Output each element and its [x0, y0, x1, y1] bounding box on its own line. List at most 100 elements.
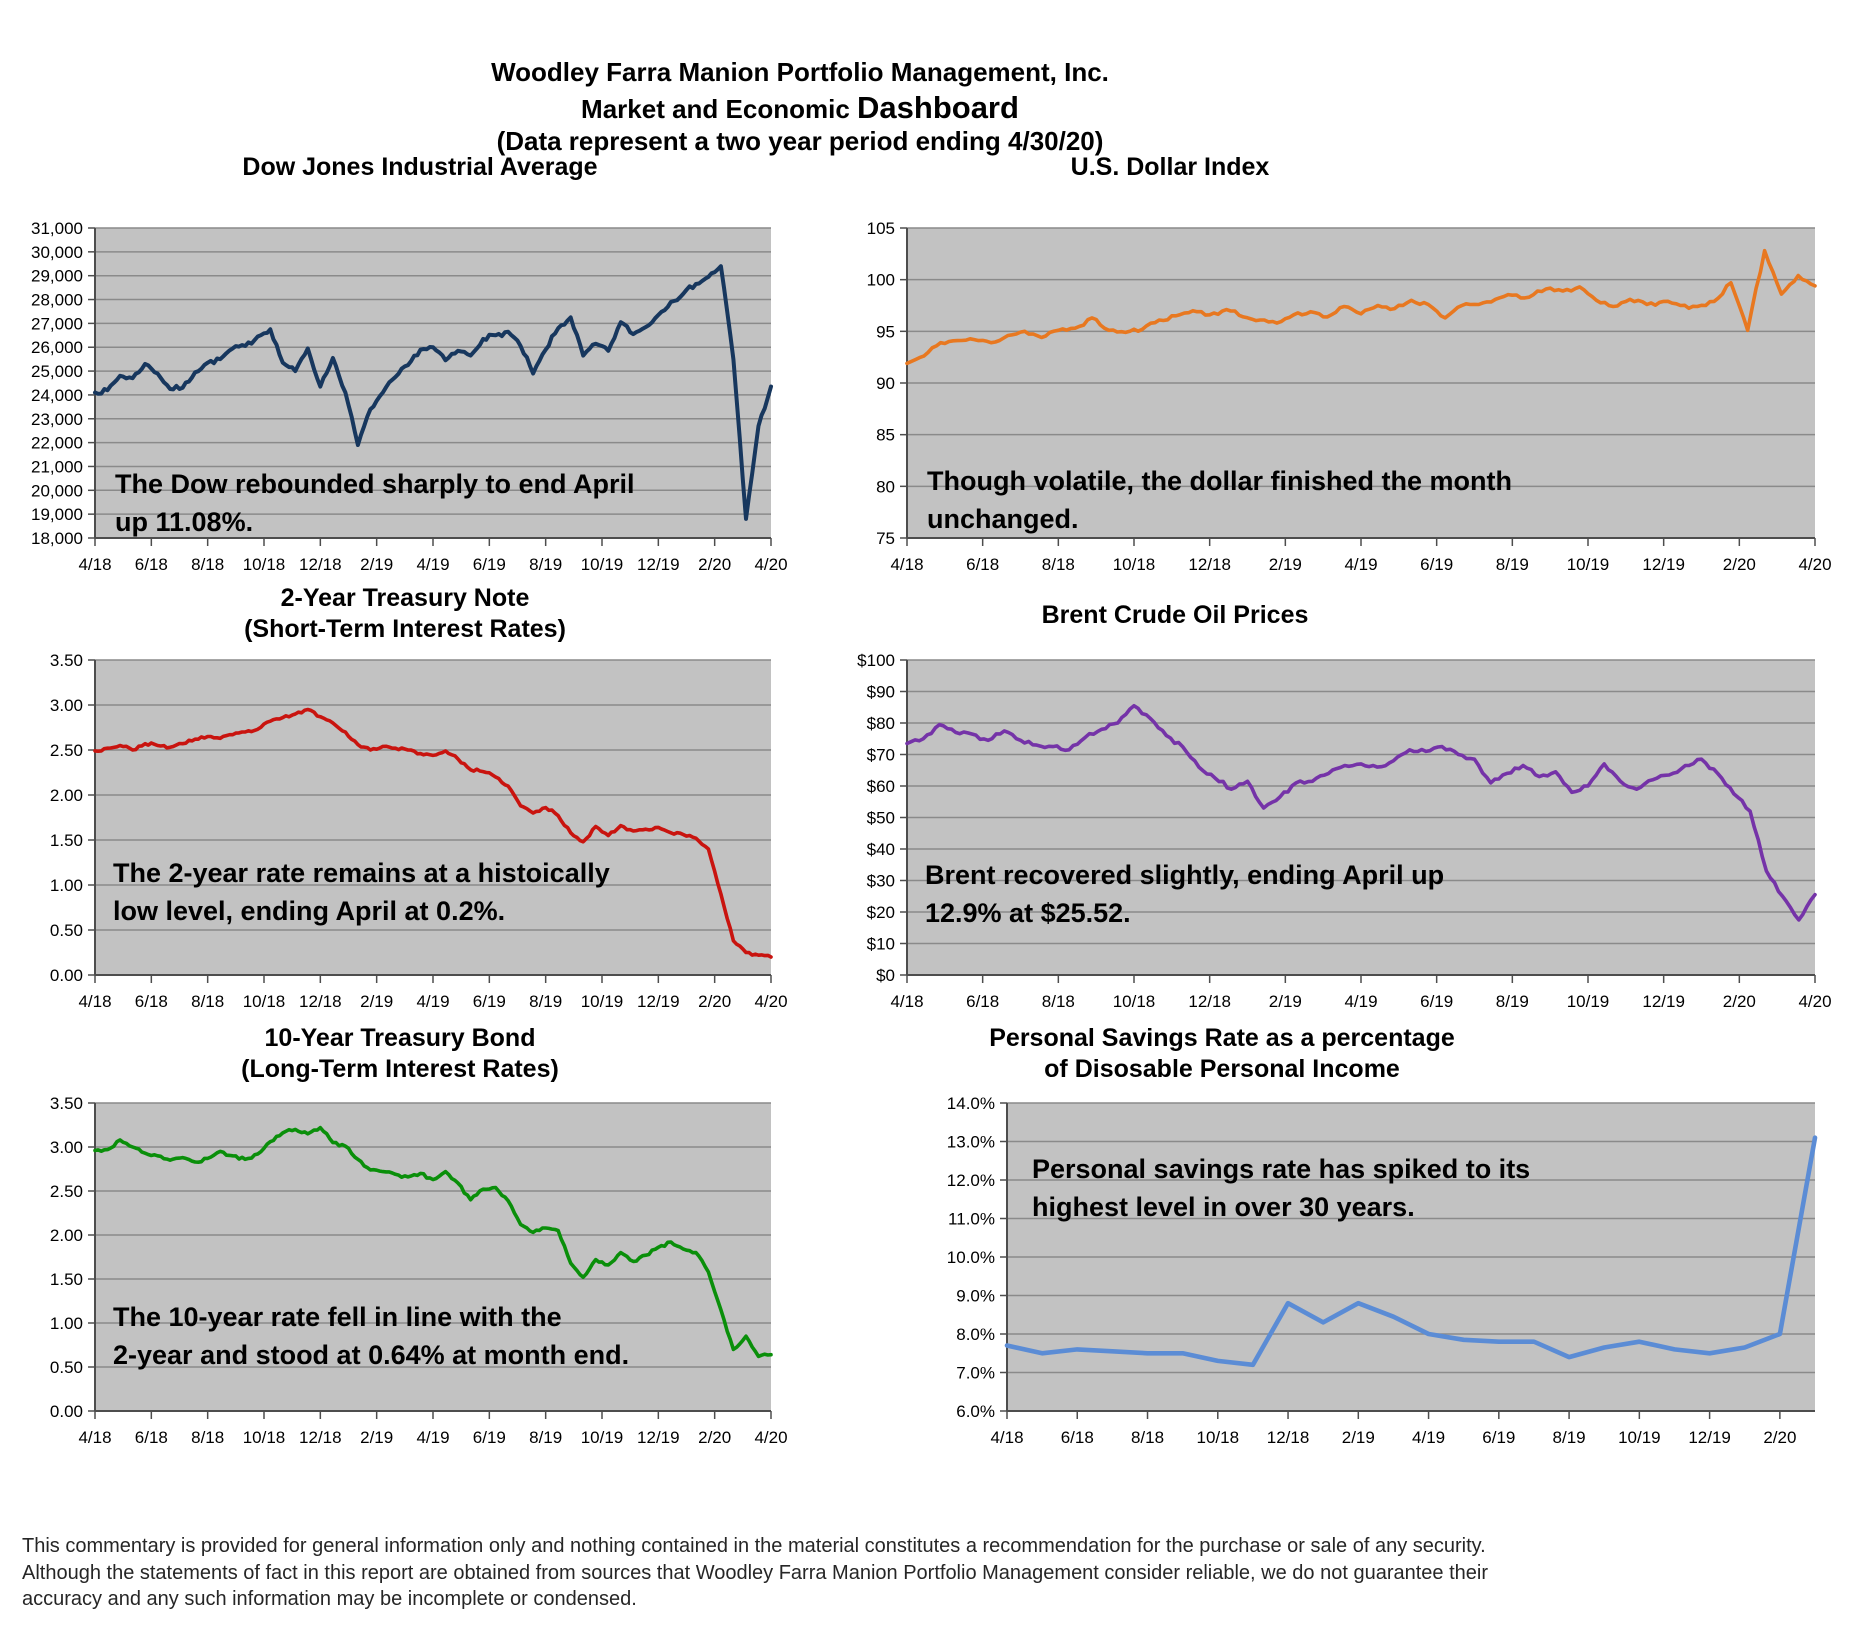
x-axis-label: 4/20 [1798, 992, 1831, 1011]
treasury2-plot: 3.50 3.00 2.50 2.00 1.50 1.00 0.50 0.00 4/18 6/18… [50, 651, 788, 1011]
y-axis-label: 0.00 [50, 966, 83, 985]
x-axis-label: 12/18 [299, 1428, 342, 1447]
brent-chart-title: Brent Crude Oil Prices [1042, 600, 1309, 631]
y-axis-label: 3.00 [50, 1138, 83, 1157]
x-axis-label: 8/19 [1496, 555, 1529, 574]
x-axis-label: 6/18 [135, 1428, 168, 1447]
x-axis-label: 12/19 [1642, 555, 1685, 574]
treasury10-annotation: The 10-year rate fell in line with the 2-… [113, 1298, 629, 1374]
annotation-line: The 2-year rate remains at a histoically [113, 858, 610, 888]
x-axis-label: 4/20 [754, 992, 787, 1011]
page-subtitle-emphasis: Dashboard [857, 90, 1019, 125]
x-axis-label: 4/19 [1412, 1428, 1445, 1447]
disclaimer-line: Although the statements of fact in this … [22, 1561, 1488, 1584]
y-axis-label: 1.50 [50, 831, 83, 850]
x-axis-label: 4/19 [1344, 555, 1377, 574]
y-axis-label: 80 [876, 477, 895, 496]
y-axis-label: $40 [867, 840, 895, 859]
annotation-line: Personal savings rate has spiked to its [1032, 1154, 1531, 1184]
y-axis-label: 2.50 [50, 1182, 83, 1201]
x-axis-label: 6/19 [1482, 1428, 1515, 1447]
x-axis-label: 2/19 [360, 1428, 393, 1447]
x-axis-label: 12/18 [299, 555, 342, 574]
x-axis-label: 8/18 [1042, 992, 1075, 1011]
x-axis-label: 4/18 [890, 992, 923, 1011]
x-axis-label: 2/19 [360, 992, 393, 1011]
y-axis-label: 3.00 [50, 696, 83, 715]
plot-background [95, 1103, 771, 1411]
x-axis-label: 12/18 [1188, 992, 1231, 1011]
y-axis-label: 28,000 [31, 291, 83, 310]
annotation-line: low level, ending April at 0.2%. [113, 896, 506, 926]
x-axis-label: 2/19 [1342, 1428, 1375, 1447]
y-axis-label: 3.50 [50, 1094, 83, 1113]
plot-background [95, 228, 771, 538]
y-axis-label: 0.50 [50, 921, 83, 940]
x-axis-label: 10/18 [243, 992, 286, 1011]
y-axis-label: 6.0% [956, 1402, 995, 1421]
y-axis-label: 90 [876, 374, 895, 393]
x-axis-label: 4/18 [78, 992, 111, 1011]
y-axis-label: 27,000 [31, 314, 83, 333]
x-axis-label: 8/19 [529, 992, 562, 1011]
x-axis-label: 12/19 [637, 992, 680, 1011]
x-axis-label: 6/19 [1420, 555, 1453, 574]
treasury2-chart-title: 2-Year Treasury Note (Short-Term Interest… [244, 583, 566, 645]
y-axis-label: 0.00 [50, 1402, 83, 1421]
x-axis-label: 4/19 [416, 1428, 449, 1447]
x-axis-label: 12/19 [1642, 992, 1685, 1011]
chart-title-line: Dow Jones Industrial Average [242, 153, 598, 181]
y-axis-label: 9.0% [956, 1287, 995, 1306]
dollar-chart-title: U.S. Dollar Index [1071, 152, 1270, 183]
annotation-line: 2-year and stood at 0.64% at month end. [113, 1340, 630, 1370]
x-axis-label: 6/18 [1061, 1428, 1094, 1447]
x-axis-label: 12/19 [637, 1428, 680, 1447]
dow-annotation: The Dow rebounded sharply to end April up… [115, 465, 635, 541]
x-axis-label: 10/19 [1567, 992, 1610, 1011]
x-axis-label: 2/20 [1723, 555, 1756, 574]
y-axis-label: 18,000 [31, 529, 83, 548]
x-axis-label: 6/19 [473, 992, 506, 1011]
chart-title-line: 10-Year Treasury Bond [264, 1024, 536, 1052]
y-axis-label: 2.50 [50, 741, 83, 760]
x-axis-label: 4/20 [754, 1428, 787, 1447]
chart-title-line: of Disosable Personal Income [1044, 1055, 1400, 1083]
x-axis-label: 2/19 [1269, 992, 1302, 1011]
x-axis-label: 6/19 [473, 555, 506, 574]
annotation-line: 12.9% at $25.52. [925, 898, 1131, 928]
y-axis-label: 7.0% [956, 1364, 995, 1383]
savings-chart-title: Personal Savings Rate as a percentage of … [989, 1023, 1455, 1085]
treasury2-annotation: The 2-year rate remains at a histoically… [113, 854, 610, 930]
x-axis-label: 10/18 [1113, 555, 1156, 574]
x-axis-label: 4/20 [754, 555, 787, 574]
x-axis-label: 2/20 [1723, 992, 1756, 1011]
treasury10-series-line [93, 1125, 773, 1359]
annotation-line: Brent recovered slightly, ending April u… [925, 860, 1445, 890]
dollar-annotation: Though volatile, the dollar finished the… [927, 462, 1512, 538]
annotation-line: The 10-year rate fell in line with the [113, 1302, 562, 1332]
savings-annotation: Personal savings rate has spiked to its h… [1032, 1150, 1530, 1226]
x-axis-label: 2/19 [1269, 555, 1302, 574]
treasury2-series-line [93, 707, 773, 959]
brent-series-line [905, 703, 1817, 922]
page-title: Woodley Farra Manion Portfolio Managemen… [491, 57, 1109, 87]
y-axis-label: 95 [876, 322, 895, 341]
annotation-line: highest level in over 30 years. [1032, 1192, 1415, 1222]
savings-plot: 14.0% 13.0% 12.0% 11.0% 10.0% 9.0% 8.0% 7.0% 6.0… [947, 1094, 1818, 1447]
x-axis-label: 10/18 [1113, 992, 1156, 1011]
x-axis-label: 4/18 [890, 555, 923, 574]
page-subtitle-prefix: Market and Economic [581, 94, 858, 124]
x-axis-label: 12/18 [299, 992, 342, 1011]
y-axis-label: 25,000 [31, 362, 83, 381]
y-axis-label: $70 [867, 746, 895, 765]
x-axis-label: 10/19 [1567, 555, 1610, 574]
x-axis-label: 10/18 [243, 555, 286, 574]
x-axis-label: 8/18 [191, 555, 224, 574]
disclaimer-line: This commentary is provided for general … [22, 1535, 1486, 1557]
chart-title-line: (Short-Term Interest Rates) [244, 615, 566, 643]
x-axis-label: 10/19 [581, 992, 624, 1011]
y-axis-label: $100 [857, 651, 895, 670]
y-axis-label: $30 [867, 872, 895, 891]
y-axis-label: 8.0% [956, 1325, 995, 1344]
